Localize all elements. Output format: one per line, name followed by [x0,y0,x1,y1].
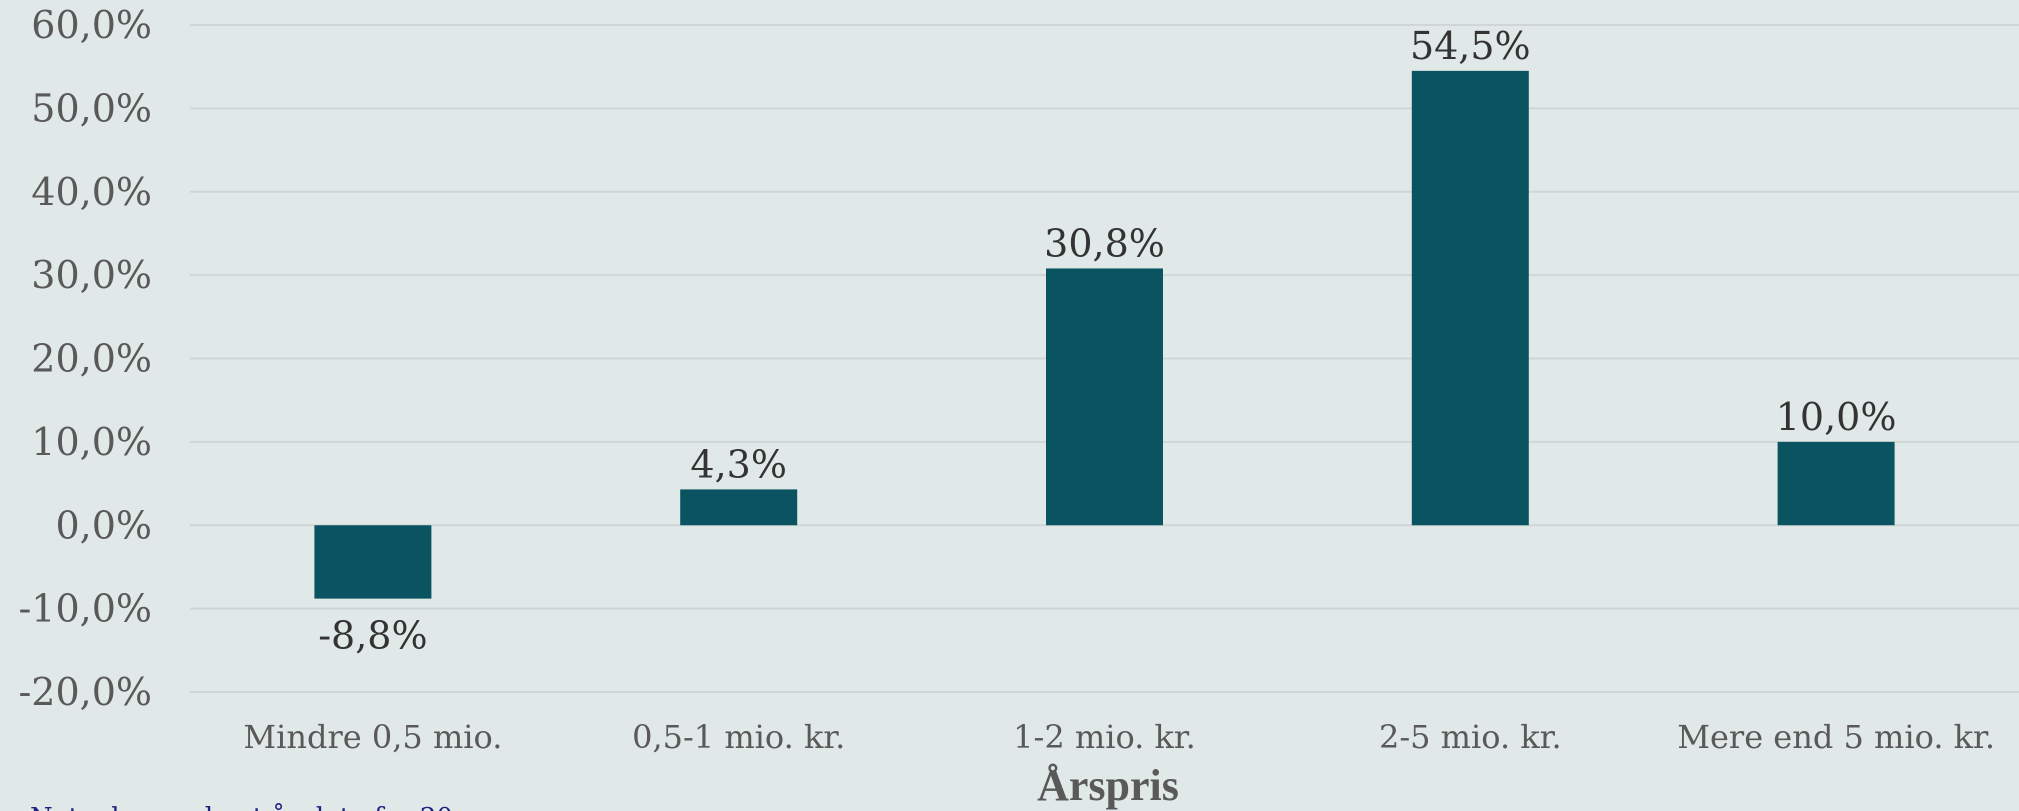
x-category-label: Mere end 5 mio. kr. [1677,718,1995,756]
data-label: 10,0% [1776,395,1897,439]
y-tick-label: 60,0% [31,3,152,47]
y-tick-label: 40,0% [31,170,152,214]
x-axis-category-labels: Mindre 0,5 mio. 0,5-1 mio. kr. 1-2 mio. kr… [243,718,1995,756]
y-tick-label: 10,0% [31,420,152,464]
bar [1411,70,1529,526]
data-label: 4,3% [690,442,787,486]
data-label: 30,8% [1044,221,1165,265]
bar [680,489,798,526]
x-category-label: 1-2 mio. kr. [1013,718,1196,756]
x-category-label: Mindre 0,5 mio. [243,718,502,756]
y-tick-label: 0,0% [55,503,152,547]
y-tick-label: 30,0% [31,253,152,297]
data-label: -8,8% [318,614,427,658]
bar [1046,268,1163,526]
y-tick-label: 20,0% [31,337,152,381]
bar [1777,441,1895,526]
x-category-label: 0,5-1 mio. kr. [632,718,845,756]
y-tick-label: -20,0% [18,670,152,714]
footnote: Note: bemærk, at år data for 20... [30,802,478,811]
y-tick-label: -10,0% [18,587,152,631]
y-axis-tick-labels: 60,0% 50,0% 40,0% 30,0% 20,0% 10,0% 0,0% -10,0%… [18,3,152,714]
data-labels: -8,8% 4,3% 30,8% 54,5% 10,0% [318,24,1896,658]
x-category-label: 2-5 mio. kr. [1379,718,1562,756]
bar [314,525,432,599]
x-axis-title: Årspris [1037,761,1179,810]
bars [314,70,1895,599]
y-tick-label: 50,0% [31,86,152,130]
data-label: 54,5% [1410,24,1531,68]
